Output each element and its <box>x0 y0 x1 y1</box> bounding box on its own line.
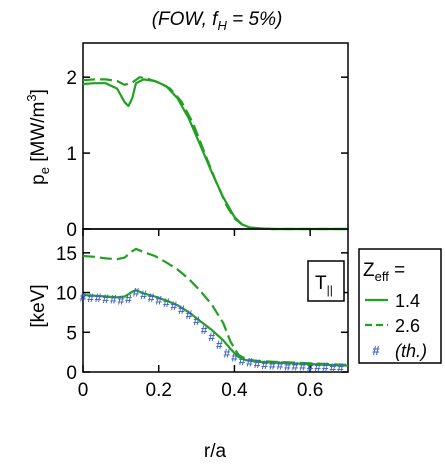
bottom-marker: # <box>140 288 147 302</box>
bottom-marker: # <box>277 359 284 373</box>
legend: Zeff = 1.4 2.6 # (th.) <box>358 248 442 364</box>
bottom-marker: # <box>239 354 246 368</box>
bottom-y-axis-label: [keV] <box>28 284 49 327</box>
bottom-marker: # <box>261 358 268 372</box>
bottom-marker: # <box>314 360 321 374</box>
bottom-marker: # <box>193 314 200 328</box>
bottom-marker: # <box>118 294 125 308</box>
bottom-marker: # <box>201 323 208 337</box>
annotation-box <box>307 260 345 302</box>
annotation-label: T|| <box>315 273 333 297</box>
bottom-ytick-label: 5 <box>66 323 77 344</box>
chart-title: (FOW, fH = 5%) <box>152 9 283 33</box>
bottom-marker: # <box>299 359 306 373</box>
bottom-marker: # <box>110 293 117 307</box>
bottom-marker: # <box>133 286 140 300</box>
bottom-series-group: # # # # # # # # # # # # # # # ##### # # # # # # # # # # # # # # # <box>80 247 349 375</box>
legend-box <box>358 248 442 364</box>
top-y-axis-label: pe [MW/m3] <box>24 89 52 185</box>
bottom-marker: # <box>224 347 231 361</box>
bottom-marker: # <box>178 303 185 317</box>
top-series-group <box>82 76 348 231</box>
top-ytick-label: 0 <box>66 220 77 241</box>
bottom-marker: # <box>171 299 178 313</box>
bottom-xtick-label: 0.2 <box>146 380 172 401</box>
bottom-xtick-label: 0.6 <box>297 380 323 401</box>
bottom-marker: # <box>186 308 193 322</box>
legend-item-label: (th.) <box>395 341 427 361</box>
bottom-ytick-label: 0 <box>66 363 77 384</box>
bottom-marker: # <box>330 361 337 375</box>
bottom-marker: # <box>337 361 344 375</box>
bottom-dashed-line <box>82 247 349 366</box>
bottom-panel-frame <box>82 228 349 373</box>
bottom-x-ticks: 0 0.2 0.4 0.6 <box>78 229 323 401</box>
bottom-marker: # <box>269 359 276 373</box>
top-solid-line <box>82 78 348 231</box>
bottom-ytick-label: 10 <box>56 284 77 305</box>
bottom-marker: # <box>231 351 238 365</box>
bottom-marker: # <box>254 357 261 371</box>
legend-items: 1.4 2.6 # (th.) <box>365 291 427 361</box>
bottom-marker: # <box>246 355 253 369</box>
bottom-marker: # <box>95 291 102 305</box>
legend-item-label: 2.6 <box>395 316 420 336</box>
bottom-xtick-label: 0 <box>78 380 89 401</box>
bottom-marker: # <box>208 330 215 344</box>
bottom-marker: # <box>322 360 329 374</box>
bottom-marker: # <box>125 292 132 306</box>
top-ytick-label: 2 <box>66 68 77 89</box>
bottom-marker: # <box>80 290 87 304</box>
top-panel: 0 1 2 pe [MW/m3] <box>24 42 349 241</box>
legend-header: Zeff = <box>363 260 405 284</box>
top-y-ticks: 0 1 2 <box>66 68 348 241</box>
top-panel-frame <box>82 42 349 230</box>
legend-item-label: 1.4 <box>395 291 420 311</box>
bottom-ytick-label: 15 <box>56 244 77 265</box>
bottom-xtick-label: 0.4 <box>221 380 248 401</box>
bottom-marker: # <box>284 359 291 373</box>
bottom-marker: # <box>216 338 223 352</box>
top-ytick-label: 1 <box>66 144 77 165</box>
bottom-marker: # <box>87 291 94 305</box>
x-axis-label: r/a <box>204 441 227 462</box>
bottom-marker: # <box>292 359 299 373</box>
bottom-marker: # <box>163 296 170 310</box>
bottom-marker: # <box>155 294 162 308</box>
top-dashed-line <box>82 76 348 231</box>
legend-marker-symbol: # <box>372 343 380 358</box>
bottom-marker: # <box>307 360 314 374</box>
bottom-marker: # <box>148 291 155 305</box>
bottom-marker: # <box>102 292 109 306</box>
